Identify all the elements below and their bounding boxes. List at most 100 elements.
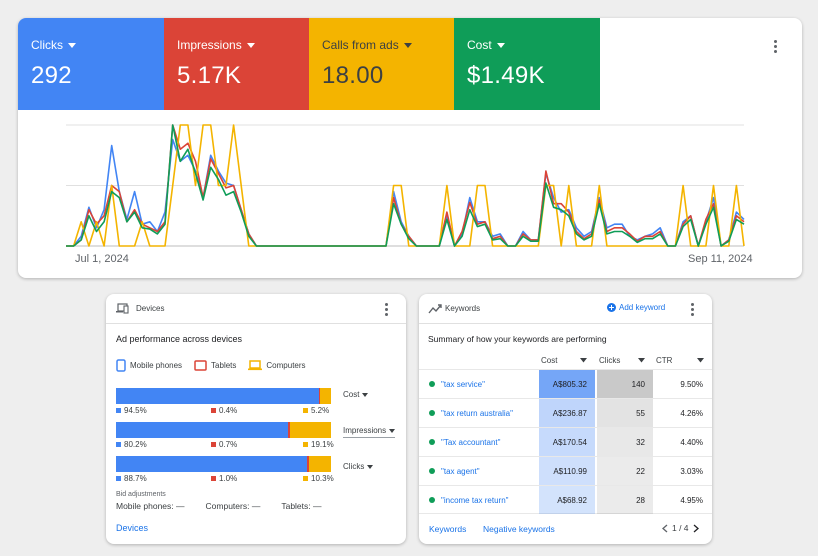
keyword-link[interactable]: "tax service" — [441, 379, 485, 389]
metric-value: $1.49K — [467, 62, 545, 89]
ctr-cell: 4.95% — [655, 486, 711, 514]
metric-tile-calls[interactable]: Calls from ads 18.00 — [309, 18, 454, 110]
keyword-link[interactable]: "tax return australia" — [441, 408, 513, 418]
device-pct-row: 94.5% 0.4% 5.2% — [116, 406, 331, 416]
dropdown-arrow-icon — [403, 42, 412, 48]
sort-arrow-icon — [638, 357, 645, 362]
pct-tablet: 0.4% — [211, 406, 237, 415]
clicks-cell: 55 — [597, 399, 653, 427]
bar-segment-tablet — [306, 456, 309, 472]
date-end-label: Sep 11, 2024 — [688, 253, 753, 265]
ctr-cell: 3.03% — [655, 457, 711, 485]
bid-value: — — [313, 501, 322, 511]
date-start-label: Jul 1, 2024 — [75, 253, 129, 265]
keyword-link[interactable]: "Tax accountant" — [441, 437, 501, 447]
metric-select-cost[interactable]: Cost — [343, 390, 369, 399]
more-vert-icon[interactable] — [774, 40, 777, 53]
metric-value: 18.00 — [322, 62, 384, 89]
pct-value: 1.0% — [219, 474, 238, 483]
card-title: Devices — [136, 304, 165, 313]
keyword-cell: "tax return australia" — [429, 399, 513, 427]
cost-value: A$805.32 — [552, 379, 587, 389]
ctr-value: 9.50% — [680, 379, 703, 389]
dropdown-arrow-icon — [246, 42, 255, 48]
clicks-value: 22 — [636, 466, 645, 476]
table-row[interactable]: "Tax accountant" A$170.54 32 4.40% — [419, 427, 712, 456]
pct-value: 0.7% — [219, 440, 238, 449]
pct-value: 80.2% — [124, 440, 147, 449]
pct-value: 94.5% — [124, 406, 147, 415]
legend-label: Mobile phones — [130, 361, 183, 370]
metric-value: 292 — [31, 62, 72, 89]
keyword-link[interactable]: "income tax return" — [441, 495, 509, 505]
table-row[interactable]: "tax service" A$805.32 140 9.50% — [419, 369, 712, 398]
metric-select-label: Clicks — [343, 462, 365, 471]
metric-tile-clicks[interactable]: Clicks 292 — [18, 18, 164, 110]
pct-value: 10.3% — [311, 474, 334, 483]
dropdown-arrow-icon — [367, 464, 374, 469]
bar-segment-mobile — [116, 456, 307, 472]
metric-select-clicks[interactable]: Clicks — [343, 462, 374, 471]
more-vert-icon[interactable] — [385, 303, 388, 316]
clicks-value: 55 — [636, 408, 645, 418]
negative-keywords-link[interactable]: Negative keywords — [483, 524, 555, 534]
table-row[interactable]: "tax agent" A$110.99 22 3.03% — [419, 456, 712, 485]
keywords-link[interactable]: Keywords — [429, 524, 467, 534]
column-header-ctr[interactable]: CTR — [656, 351, 708, 369]
bid-tablets: Tablets: — — [281, 501, 321, 511]
column-header-clicks[interactable]: Clicks — [599, 351, 651, 369]
metric-select-label: Impressions — [343, 426, 387, 435]
bid-adjustments: Mobile phones: — Computers: — Tablets: — — [116, 501, 322, 511]
dropdown-arrow-icon — [68, 42, 76, 48]
keyword-cell: "Tax accountant" — [429, 428, 501, 456]
cost-cell: A$236.87 — [539, 399, 595, 427]
column-label: Cost — [541, 355, 558, 365]
keyword-cell: "tax service" — [429, 370, 485, 398]
pct-computer: 19.1% — [303, 440, 334, 449]
cost-value: A$170.54 — [552, 437, 587, 447]
chevron-left-icon[interactable] — [662, 524, 668, 533]
card-subtitle: Summary of how your keywords are perform… — [428, 334, 607, 344]
metric-label: Impressions — [177, 38, 242, 52]
metric-label: Clicks — [31, 38, 63, 52]
ctr-cell: 4.40% — [655, 428, 711, 456]
more-vert-icon[interactable] — [691, 303, 694, 316]
bid-computers: Computers: — — [206, 501, 261, 511]
bid-value: — — [176, 501, 185, 511]
bid-value: — — [251, 501, 261, 511]
clicks-cell: 28 — [597, 486, 653, 514]
metric-tile-impressions[interactable]: Impressions 5.17K — [164, 18, 309, 110]
bar-segment-mobile — [116, 388, 319, 404]
card-title: Keywords — [445, 304, 481, 313]
table-row[interactable]: "income tax return" A$68.92 28 4.95% — [419, 485, 712, 514]
devices-link[interactable]: Devices — [116, 523, 149, 533]
bar-segment-tablet — [288, 422, 290, 438]
bar-segment-tablet — [318, 388, 320, 404]
pct-computer: 5.2% — [303, 406, 329, 415]
pct-value: 88.7% — [124, 474, 147, 483]
keyword-link[interactable]: "tax agent" — [441, 466, 480, 476]
pagination-label: 1 / 4 — [672, 523, 689, 533]
legend-mobile: Mobile phones — [116, 359, 182, 372]
bid-label: Tablets: — [281, 501, 311, 511]
devices-card: Devices Ad performance across devices Mo… — [106, 294, 406, 544]
ctr-value: 4.26% — [680, 408, 703, 418]
metric-tile-cost[interactable]: Cost $1.49K — [454, 18, 600, 110]
ctr-cell: 9.50% — [655, 370, 711, 398]
pct-computer: 10.3% — [303, 474, 334, 483]
clicks-value: 32 — [636, 437, 645, 447]
device-bar-cost — [116, 388, 331, 404]
ctr-cell: 4.26% — [655, 399, 711, 427]
tablet-icon — [194, 360, 207, 371]
cost-cell: A$170.54 — [539, 428, 595, 456]
performance-card: Clicks 292 Impressions 5.17K Calls from … — [18, 18, 802, 278]
pagination: 1 / 4 — [662, 523, 699, 533]
dropdown-arrow-icon — [389, 428, 396, 433]
chevron-right-icon[interactable] — [693, 524, 699, 533]
table-row[interactable]: "tax return australia" A$236.87 55 4.26% — [419, 398, 712, 427]
status-enabled-icon — [429, 497, 435, 503]
legend-label: Computers — [266, 361, 306, 370]
add-keyword-button[interactable]: Add keyword — [607, 303, 665, 312]
metric-select-impressions[interactable]: Impressions — [343, 426, 396, 438]
column-header-cost[interactable]: Cost — [541, 351, 593, 369]
